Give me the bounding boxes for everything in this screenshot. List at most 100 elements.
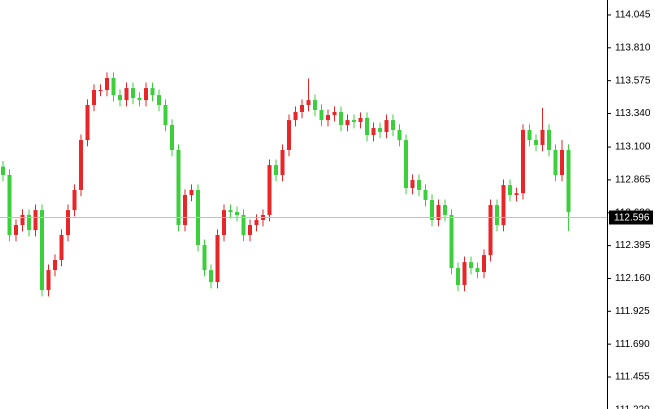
candle-body	[293, 111, 298, 121]
candle-body	[475, 268, 480, 273]
candle-body	[501, 185, 506, 226]
candle-body	[163, 104, 168, 125]
candle-body	[202, 245, 207, 271]
candle-body	[436, 205, 441, 221]
candle-body	[410, 180, 415, 189]
candle-body	[391, 120, 395, 130]
y-tick-label: 113.810	[615, 42, 651, 53]
candle-body	[118, 95, 122, 101]
candle-body	[358, 117, 363, 123]
y-tick-label: 112.160	[615, 273, 651, 284]
candle-body	[7, 175, 12, 235]
candle-body	[280, 149, 285, 176]
candle-body	[417, 180, 421, 190]
candle-body	[339, 111, 343, 125]
candle-body	[274, 165, 278, 176]
y-tick-label: 111.925	[615, 306, 650, 317]
candle-body	[27, 214, 31, 231]
candle-body	[423, 189, 428, 201]
candle-body	[124, 88, 129, 101]
candle-body	[345, 120, 350, 125]
candle-body	[553, 149, 558, 176]
candle-body	[235, 212, 239, 215]
candle-body	[540, 129, 545, 145]
y-tick-label: 112.395	[615, 240, 651, 251]
candle-body	[527, 129, 532, 141]
candle-body	[443, 205, 447, 215]
candle-body	[14, 225, 18, 235]
candle-body	[449, 214, 454, 269]
candle-body	[105, 77, 109, 91]
candle-body	[189, 189, 194, 195]
candle-body	[98, 90, 103, 92]
candle-body	[306, 100, 311, 105]
candle-body	[300, 104, 304, 112]
y-tick-label: 113.100	[615, 142, 651, 153]
current-price-box	[609, 210, 653, 225]
candle-body	[469, 262, 473, 269]
candle-body	[215, 234, 220, 283]
candle-body	[241, 214, 246, 235]
candle-body	[267, 165, 272, 215]
y-tick-label: 114.045	[615, 10, 651, 21]
candle-body	[79, 140, 83, 190]
y-tick-label: 113.575	[615, 75, 651, 86]
candle-body	[352, 120, 356, 123]
candle-body	[222, 210, 226, 235]
candle-body	[144, 88, 148, 101]
candle-body	[1, 166, 5, 176]
candle-body	[92, 90, 96, 105]
candle-body	[514, 193, 519, 195]
candle-body	[508, 185, 512, 195]
candle-body	[40, 210, 44, 291]
candle-body	[287, 120, 291, 150]
candle-body	[170, 124, 174, 150]
candle-body	[53, 259, 57, 271]
candle-body	[157, 95, 161, 105]
candle-body	[183, 194, 187, 226]
candle-body	[462, 262, 467, 286]
candle-body	[150, 88, 155, 96]
candle-body	[85, 104, 90, 141]
candle-body	[248, 225, 252, 235]
candle-body	[365, 117, 369, 136]
candle-body	[495, 205, 499, 226]
candle-body	[456, 268, 460, 286]
candle-body	[131, 88, 135, 98]
candle-body	[313, 100, 317, 111]
current-price-label: 112.596	[614, 213, 650, 224]
candle-body	[209, 270, 213, 283]
y-tick-label: 111.455	[615, 372, 650, 383]
candle-body	[46, 270, 51, 291]
candle-body	[33, 210, 38, 231]
candle-body	[547, 129, 551, 150]
candle-body	[488, 205, 493, 256]
candle-body	[482, 255, 486, 273]
candle-body	[566, 149, 571, 213]
candle-body	[560, 149, 564, 176]
y-tick-label: 111.220	[615, 404, 650, 409]
y-tick-label: 113.340	[615, 108, 651, 119]
candle-body	[72, 189, 77, 211]
candle-body	[20, 214, 25, 226]
candle-body	[59, 234, 64, 260]
candle-body	[378, 128, 382, 132]
candle-body	[66, 210, 70, 235]
candle-body	[534, 140, 538, 145]
candle-body	[521, 129, 525, 194]
candle-body	[332, 111, 337, 116]
candle-body	[319, 110, 324, 121]
y-tick-label: 112.865	[615, 175, 651, 186]
candle-body	[228, 210, 233, 213]
candle-body	[137, 97, 142, 101]
candle-body	[176, 149, 181, 226]
candle-body	[430, 200, 434, 221]
candle-body	[371, 128, 376, 136]
candle-body	[111, 77, 116, 96]
candle-body	[254, 220, 259, 226]
candle-body	[397, 129, 402, 141]
y-tick-label: 111.690	[615, 339, 650, 350]
candle-body	[404, 140, 408, 189]
